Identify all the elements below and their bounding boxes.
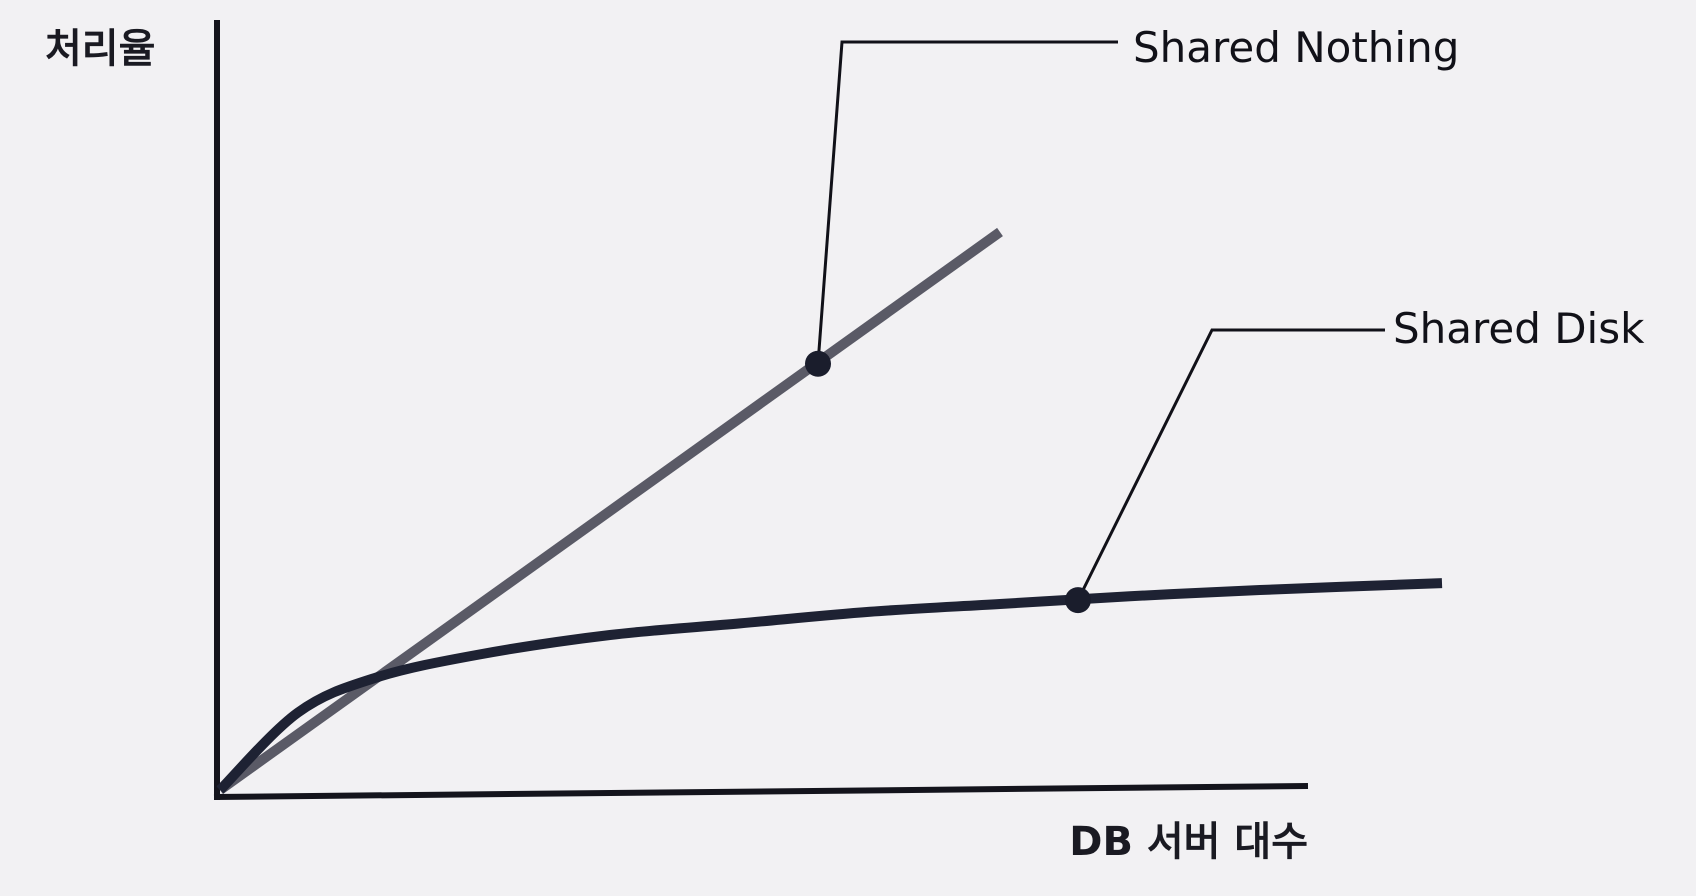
callout-layer: Shared Nothing Shared Disk bbox=[805, 23, 1645, 614]
axes bbox=[213, 20, 1309, 800]
series-point-shared-disk bbox=[1065, 587, 1091, 614]
series-label-shared-disk: Shared Disk bbox=[1393, 304, 1645, 353]
series-point-shared-nothing bbox=[805, 350, 831, 377]
callout-leader-shared-nothing bbox=[816, 40, 1118, 364]
callout-leader-shared-disk bbox=[1076, 328, 1385, 601]
series-line-shared-nothing bbox=[217, 227, 1003, 795]
series-label-shared-nothing: Shared Nothing bbox=[1133, 23, 1459, 72]
series-layer bbox=[216, 227, 1443, 795]
x-axis bbox=[213, 783, 1309, 800]
y-axis-title: 처리율 bbox=[45, 26, 155, 72]
series-line-shared-disk bbox=[216, 578, 1443, 794]
x-axis-title: DB 서버 대수 bbox=[1069, 819, 1308, 865]
